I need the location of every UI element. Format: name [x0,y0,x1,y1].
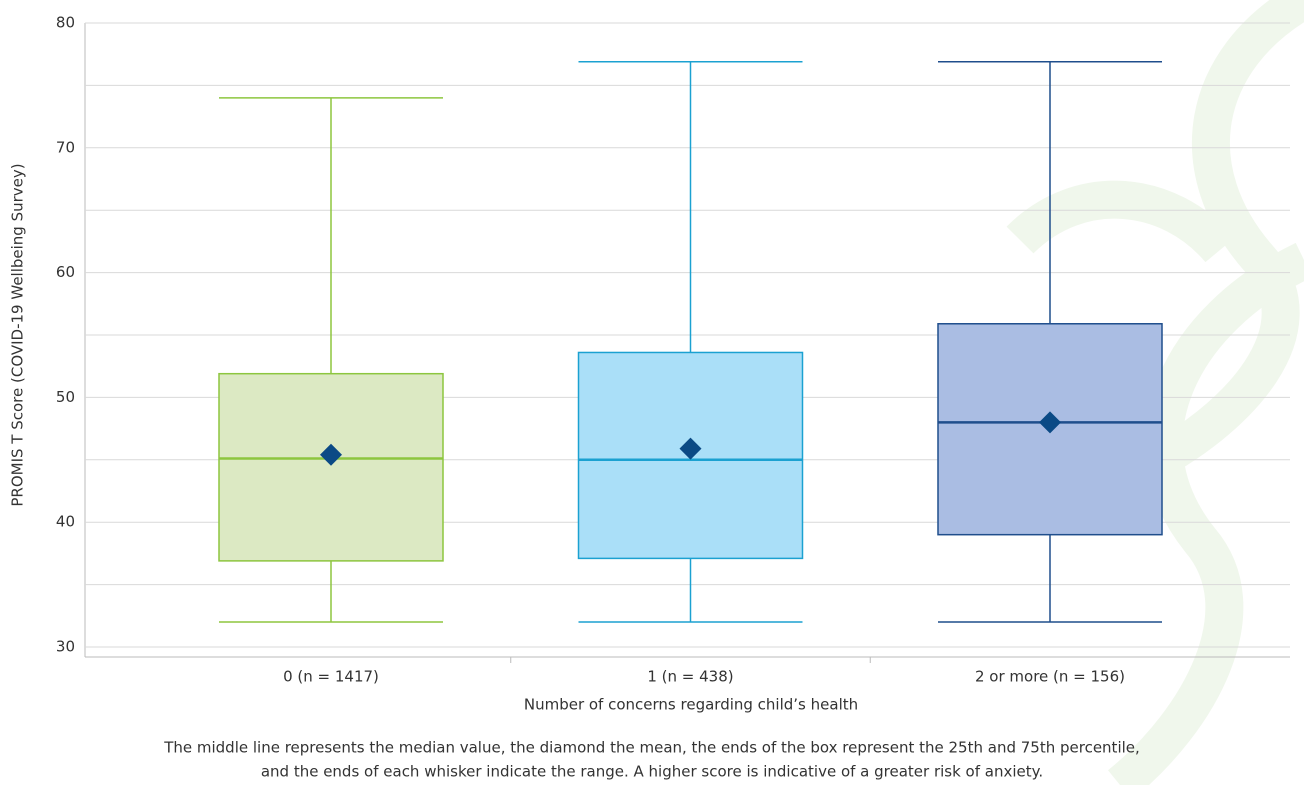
x-axis-title: Number of concerns regarding child’s hea… [524,696,858,714]
decoration [1006,0,1304,785]
mean-marker [1039,411,1061,434]
caption: and the ends of each whisker indicate th… [261,763,1043,781]
y-tick-label: 80 [56,14,75,32]
swirl [1131,0,1304,487]
x-tick-label: 1 (n = 438) [647,668,733,686]
swirl [1107,242,1304,785]
y-tick-label: 70 [56,138,75,156]
box [218,372,444,562]
y-tick-label: 40 [56,513,75,531]
y-tick-label: 50 [56,388,75,406]
mean-marker [679,437,702,460]
x-tick-label: 0 (n = 1417) [283,668,379,686]
y-tick-label: 30 [56,638,75,656]
y-tick-label: 60 [56,263,75,281]
swirl [1006,180,1235,263]
x-tick-label: 2 or more (n = 156) [975,668,1125,686]
mean-marker [320,443,342,466]
y-axis-title: PROMIS T Score (COVID-19 Wellbeing Surve… [9,163,27,506]
caption: The middle line represents the median va… [163,739,1140,757]
